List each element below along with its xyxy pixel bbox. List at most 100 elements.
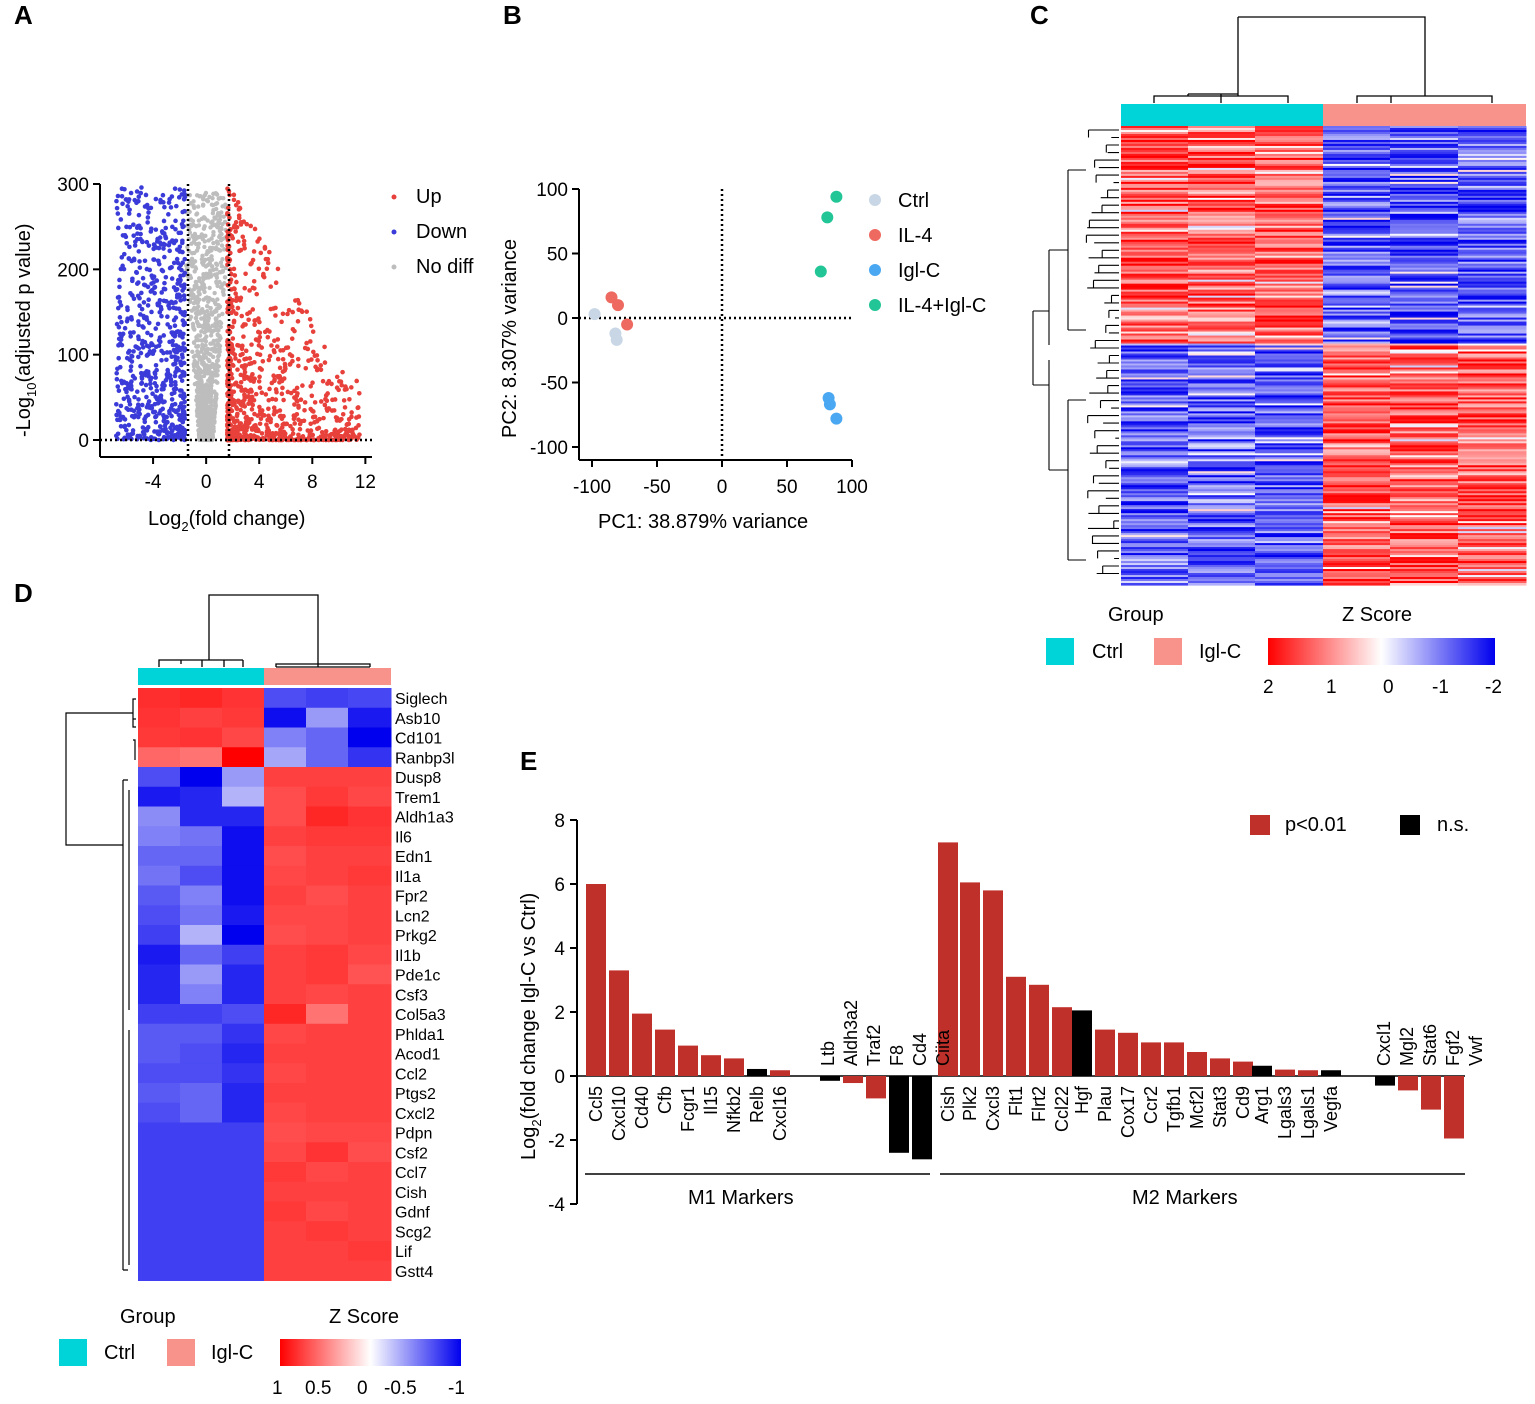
heatmap-c-cell [1121,263,1189,267]
volcano-point-down [124,355,130,361]
volcano-point-down [140,324,145,329]
legend-up-marker [391,194,397,200]
heatmap-d-cell [348,905,392,926]
volcano-point-up [357,432,362,437]
heatmap-c-cell [1255,545,1324,548]
volcano-point-up [334,374,340,380]
heatmap-c-cell [1255,435,1324,438]
heatmap-c-cell [1390,467,1459,470]
heatmap-c-cell [1255,155,1324,159]
heatmap-c-cell [1323,151,1391,155]
heatmap-c-cell [1323,429,1391,432]
heatmap-c-cell [1323,531,1391,534]
heatmap-c-cell [1323,509,1391,512]
heatmap-c-cell [1458,499,1527,502]
volcano-point-down [141,371,146,376]
volcano-point-down [126,432,132,438]
volcano-point-down [114,376,120,382]
volcano-point-down [131,256,137,262]
volcano-point-nodiff [210,202,216,208]
volcano-point-up [280,356,286,362]
heatmap-c-cell [1188,549,1256,552]
heatmap-c-cell [1255,126,1324,129]
heatmap-c-cell [1458,501,1527,504]
heatmap-c-cell [1390,157,1459,161]
heatmap-d-cell [264,806,307,827]
heatmap-c-cell [1323,361,1391,365]
heatmap-c-cell [1390,481,1459,484]
volcano-point-nodiff [206,315,212,321]
heatmap-c-cell [1390,173,1459,177]
heatmap-d-cell [222,944,265,965]
volcano-point-down [142,204,148,209]
heatmap-c-cell [1255,241,1324,245]
volcano-point-up [257,408,263,414]
heatmap-c-cell [1255,157,1324,161]
heatmap-c-cell [1323,481,1391,484]
volcano-point-down [140,429,146,435]
heatmap-c-cell [1121,477,1189,480]
heatmap-c-cell [1390,547,1459,550]
heatmap-c-cell [1255,167,1324,171]
heatmap-c-cell [1188,499,1256,502]
heatmap-c-cell [1458,507,1527,510]
bar-ytick-label: 0 [554,1067,565,1088]
heatmap-c-cell [1255,243,1324,247]
heatmap-c-cell [1390,545,1459,548]
heatmap-d-cell [222,984,265,1005]
heatmap-c-cell [1121,431,1189,434]
volcano-point-up [252,322,257,328]
heatmap-d-cell [138,1221,181,1242]
heatmap-d-cell [306,1083,349,1104]
heatmap-c-cell [1188,385,1256,389]
heatmap-c-cell [1255,145,1324,149]
volcano-point-down [138,363,143,369]
heatmap-c-cell [1121,507,1189,510]
volcano-point-down [170,332,176,338]
heatmap-c-cell [1255,153,1324,157]
volcano-point-nodiff [195,384,201,390]
pca-xtick-label: 50 [776,477,797,498]
heatmap-c-cell [1458,341,1527,345]
heatmap-c-cell [1323,379,1391,383]
heatmap-c-cell [1458,457,1527,460]
heatmap-d-col-dendrogram [158,594,371,668]
volcano-point-nodiff [202,315,207,320]
volcano-point-nodiff [206,324,211,330]
heatmap-c-cell [1121,291,1189,295]
heatmap-c-cell [1458,403,1527,406]
volcano-point-down [139,306,145,312]
volcano-point-down [178,298,183,303]
heatmap-c-cell [1121,435,1189,438]
heatmap-c-cell [1458,237,1527,241]
volcano-point-down [134,281,140,286]
heatmap-c-cell [1255,333,1324,337]
heatmap-c-cell [1121,449,1189,452]
heatmap-d-cell [348,806,392,827]
heatmap-c-cell [1255,311,1324,315]
heatmap-c-cell [1255,195,1324,199]
volcano-point-down [138,190,144,196]
volcano-point-nodiff [219,226,224,232]
heatmap-c-cell [1188,171,1256,175]
heatmap-c-cell [1121,165,1189,169]
heatmap-c-cell [1458,503,1527,506]
heatmap-d-cell [348,1083,392,1104]
heatmap-c-cell [1121,247,1189,251]
heatmap-d-cell [306,925,349,946]
heatmap-c-cell [1390,225,1459,229]
heatmap-c-cell [1188,313,1256,317]
heatmap-c-cell [1121,151,1189,155]
heatmap-c-cell [1188,483,1256,486]
volcano-point-up [312,353,318,358]
heatmap-c-cell [1390,499,1459,502]
heatmap-c-cell [1458,295,1527,299]
heatmap-c-cell [1390,137,1459,141]
heatmap-c-cell [1458,155,1527,159]
heatmap-d-cell [306,905,349,926]
heatmap-c-cell [1255,497,1324,500]
heatmap-c-cell [1188,145,1256,149]
heatmap-c-cell [1121,333,1189,337]
heatmap-c-cell [1323,555,1391,558]
heatmap-d-cell [264,727,307,748]
